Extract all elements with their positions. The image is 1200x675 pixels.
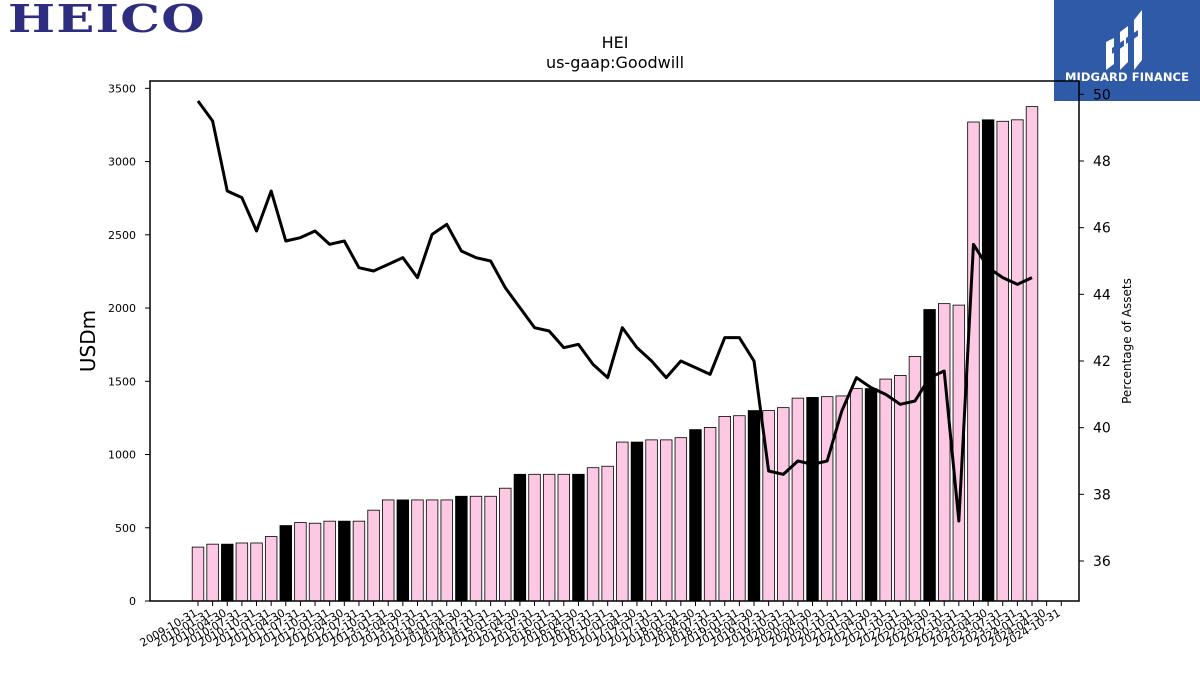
heico-logo: HEICO bbox=[4, 0, 210, 42]
midgard-emblem-icon bbox=[1106, 10, 1142, 70]
left-tick-label: 1500 bbox=[108, 375, 136, 388]
right-tick-label: 46 bbox=[1093, 221, 1111, 237]
right-tick-label: 38 bbox=[1093, 487, 1111, 503]
y-axis-right-label: Percentage of Assets bbox=[1120, 278, 1134, 404]
left-axis: 0 500 1000 1500 2000 2500 3000 3500 bbox=[108, 82, 150, 608]
right-axis: 36 38 40 42 44 46 48 50 bbox=[1079, 87, 1111, 570]
goodwill-bar bbox=[294, 522, 307, 602]
goodwill-bar bbox=[557, 473, 570, 602]
left-tick-label: 1000 bbox=[108, 449, 136, 462]
left-tick-label: 0 bbox=[129, 595, 136, 608]
goodwill-bar bbox=[206, 543, 219, 602]
goodwill-bar bbox=[791, 397, 805, 602]
goodwill-bar bbox=[440, 499, 453, 602]
goodwill-bar bbox=[513, 473, 527, 602]
left-tick-label: 500 bbox=[115, 522, 136, 535]
chart-subtitle: us-gaap:Goodwill bbox=[546, 53, 684, 72]
goodwill-bar bbox=[689, 429, 702, 602]
goodwill-bar bbox=[542, 473, 556, 602]
heico-logo-text: HEICO bbox=[8, 2, 206, 38]
left-tick-label: 3500 bbox=[108, 82, 136, 95]
goodwill-bar bbox=[484, 495, 497, 602]
goodwill-bar bbox=[396, 499, 410, 602]
goodwill-bar bbox=[967, 121, 980, 602]
goodwill-bar bbox=[323, 520, 336, 602]
goodwill-bar bbox=[338, 520, 351, 602]
plot-frame bbox=[149, 80, 1080, 602]
goodwill-bar bbox=[235, 542, 249, 602]
chart-title: HEI bbox=[602, 33, 629, 52]
right-tick-label: 50 bbox=[1093, 87, 1111, 103]
goodwill-bar bbox=[894, 375, 907, 602]
goodwill-bar bbox=[469, 495, 483, 602]
goodwill-bar bbox=[250, 542, 263, 602]
line-layer bbox=[196, 100, 1033, 523]
goodwill-bar bbox=[221, 543, 234, 602]
goodwill-bar bbox=[630, 441, 644, 602]
goodwill-bar bbox=[616, 441, 629, 602]
y-axis-left-label: USDm bbox=[76, 310, 100, 372]
left-tick-label: 2000 bbox=[108, 302, 136, 315]
goodwill-bar bbox=[352, 520, 366, 602]
percentage-of-assets-line bbox=[196, 100, 1033, 523]
right-tick-label: 44 bbox=[1093, 287, 1111, 303]
left-tick-label: 3000 bbox=[108, 156, 136, 169]
goodwill-bar bbox=[879, 378, 892, 602]
goodwill-bar bbox=[674, 437, 688, 602]
left-tick-label: 2500 bbox=[108, 229, 136, 242]
midgard-finance-text: MIDGARD FINANCE bbox=[1064, 70, 1190, 84]
goodwill-bar bbox=[660, 439, 673, 602]
goodwill-bar bbox=[923, 309, 936, 602]
goodwill-bar bbox=[308, 522, 322, 602]
goodwill-bar bbox=[1011, 119, 1024, 602]
midgard-finance-logo: MIDGARD FINANCE bbox=[1054, 0, 1200, 101]
goodwill-bar bbox=[996, 120, 1009, 602]
goodwill-bar bbox=[806, 396, 819, 602]
goodwill-bar bbox=[1025, 106, 1039, 602]
goodwill-bar bbox=[747, 410, 761, 602]
goodwill-bar bbox=[279, 525, 292, 602]
goodwill-bar bbox=[938, 303, 951, 602]
goodwill-bar bbox=[645, 439, 658, 602]
right-tick-label: 40 bbox=[1093, 421, 1111, 437]
right-tick-label: 36 bbox=[1093, 554, 1111, 570]
goodwill-bar bbox=[455, 495, 468, 602]
right-tick-label: 42 bbox=[1093, 354, 1111, 370]
goodwill-bar bbox=[820, 396, 834, 602]
goodwill-bar bbox=[572, 473, 585, 602]
goodwill-bar bbox=[586, 467, 600, 602]
goodwill-bar bbox=[367, 509, 380, 602]
goodwill-bar bbox=[981, 119, 995, 602]
bars-layer bbox=[191, 106, 1039, 602]
goodwill-bar bbox=[777, 407, 790, 602]
goodwill-bar bbox=[601, 465, 614, 602]
goodwill-bar bbox=[850, 388, 863, 602]
goodwill-bar bbox=[191, 546, 205, 602]
goodwill-bar bbox=[864, 388, 878, 602]
goodwill-bar bbox=[499, 487, 512, 602]
goodwill-bar bbox=[382, 499, 395, 602]
goodwill-bar bbox=[528, 473, 541, 602]
goodwill-bar bbox=[411, 499, 424, 602]
goodwill-bar bbox=[718, 416, 731, 602]
goodwill-bar bbox=[425, 499, 439, 602]
goodwill-bar bbox=[733, 415, 746, 602]
x-axis: 2009-10-312010-01-312010-04-302010-07-31… bbox=[138, 601, 1063, 650]
right-tick-label: 48 bbox=[1093, 154, 1111, 170]
goodwill-bar bbox=[264, 536, 278, 602]
goodwill-bar bbox=[703, 427, 717, 602]
